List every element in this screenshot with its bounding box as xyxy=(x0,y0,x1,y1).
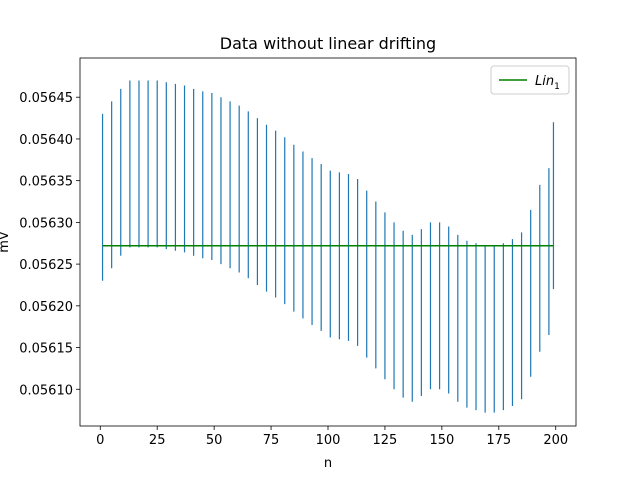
legend-subscript: 1 xyxy=(554,82,560,92)
y-tick-label: 0.05620 xyxy=(19,300,73,315)
y-axis-label: mV xyxy=(0,231,12,253)
y-tick-label: 0.05615 xyxy=(19,342,73,357)
x-axis-label: n xyxy=(324,456,332,471)
legend-label: Lin1 xyxy=(535,74,560,92)
x-tick-label: 75 xyxy=(263,433,280,448)
x-tick-label: 0 xyxy=(96,433,104,448)
y-tick-label: 0.05610 xyxy=(19,383,73,398)
y-tick-label: 0.05645 xyxy=(19,91,73,106)
x-tick-label: 100 xyxy=(316,433,341,448)
y-tick-label: 0.05640 xyxy=(19,133,73,148)
y-tick-label: 0.05625 xyxy=(19,258,73,273)
plot-frame xyxy=(79,57,577,427)
y-tick-label: 0.05635 xyxy=(19,175,73,190)
x-tick-label: 150 xyxy=(429,433,454,448)
chart-title: Data without linear drifting xyxy=(220,34,436,53)
x-tick-label: 200 xyxy=(543,433,568,448)
y-tick-label: 0.05630 xyxy=(19,216,73,231)
x-tick-label: 125 xyxy=(373,433,398,448)
legend-name: Lin xyxy=(535,74,554,89)
legend-box xyxy=(490,65,570,95)
x-tick-label: 50 xyxy=(206,433,223,448)
x-tick-label: 175 xyxy=(486,433,511,448)
x-tick-label: 25 xyxy=(149,433,166,448)
